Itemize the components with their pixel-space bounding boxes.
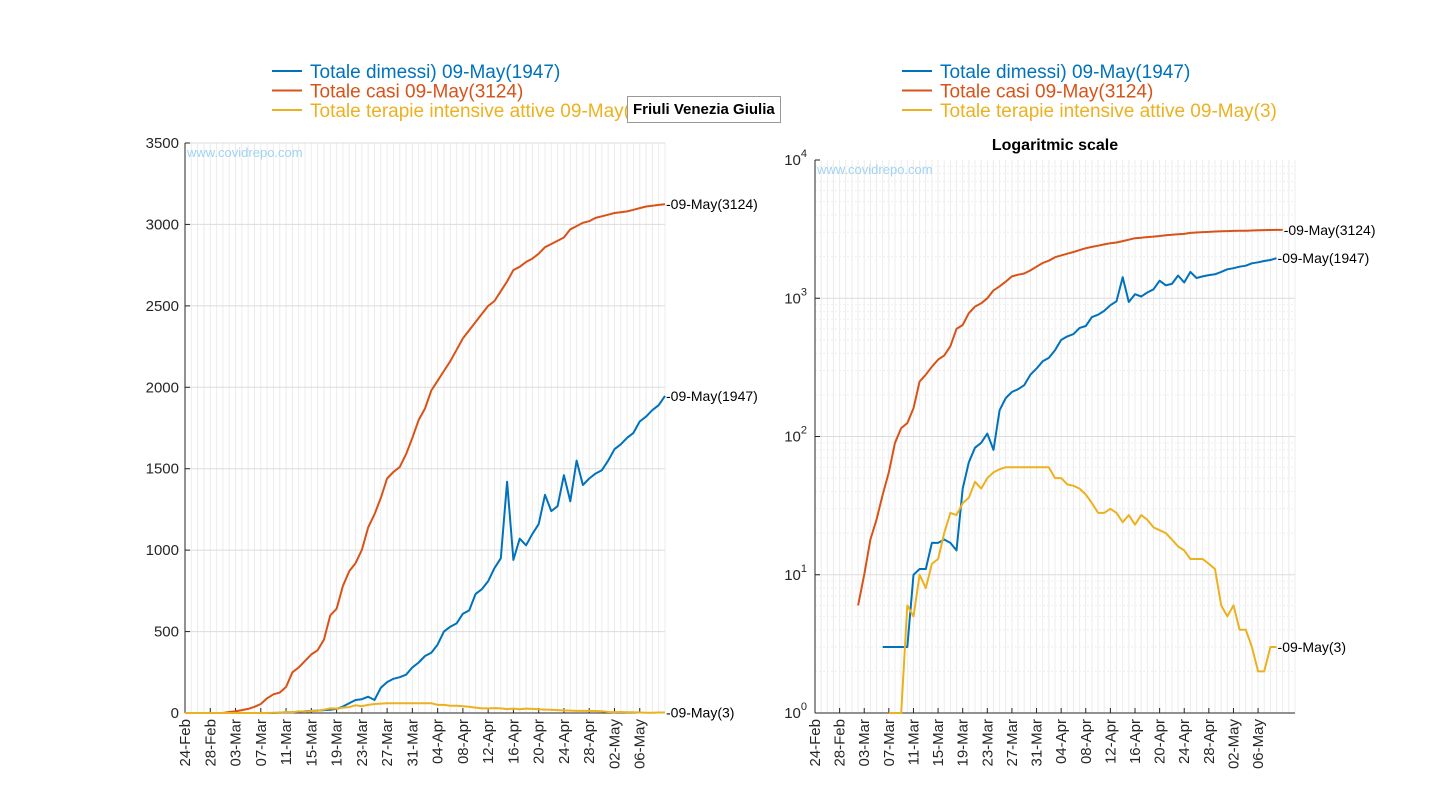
watermark: www.covidrepo.com <box>186 145 303 160</box>
x-tick-label: 04-Apr <box>430 719 447 764</box>
y-tick-label: 500 <box>154 624 179 641</box>
x-tick-label: 15-Mar <box>930 719 947 767</box>
x-tick-label: 03-Mar <box>856 719 873 767</box>
y-tick-label: 100 <box>784 701 807 722</box>
x-tick-label: 27-Mar <box>379 719 396 767</box>
legend-label: Totale dimessi) 09-May(1947) <box>310 62 560 83</box>
x-tick-label: 08-Apr <box>455 719 472 764</box>
y-tick-label: 104 <box>784 148 807 169</box>
end-label: -09-May(3) <box>1278 639 1346 655</box>
x-tick-label: 03-Mar <box>228 719 245 767</box>
y-tick-label: 0 <box>171 705 179 722</box>
end-label: -09-May(1947) <box>1278 250 1370 266</box>
linear-chart-legend: Totale dimessi) 09-May(1947)Totale casi … <box>272 62 647 122</box>
legend-label: Totale casi 09-May(3124) <box>310 82 523 103</box>
end-label: -09-May(3) <box>666 705 734 721</box>
x-tick-label: 06-May <box>1250 719 1267 770</box>
x-tick-label: 23-Mar <box>979 719 996 767</box>
x-tick-label: 19-Mar <box>329 719 346 767</box>
series-line-1 <box>185 203 666 714</box>
grid <box>814 160 1296 714</box>
x-tick-label: 16-Apr <box>1127 719 1144 764</box>
grid <box>184 142 666 714</box>
x-tick-label: 27-Mar <box>1004 719 1021 767</box>
y-tick-label: 1500 <box>146 461 179 478</box>
y-tick-label: 1000 <box>146 542 179 559</box>
end-label: -09-May(3124) <box>666 196 758 212</box>
end-label: -09-May(3124) <box>1284 222 1376 238</box>
figure-suptitle: Friuli Venezia Giulia <box>627 96 781 123</box>
x-tick-label: 11-Mar <box>278 719 295 765</box>
legend-label: Totale dimessi) 09-May(1947) <box>940 62 1190 83</box>
chart-title: Logaritmic scale <box>992 137 1118 154</box>
series-line-0 <box>882 257 1277 648</box>
x-tick-label: 02-May <box>1225 719 1242 770</box>
x-tick-label: 24-Feb <box>177 719 194 767</box>
y-tick-label: 102 <box>784 425 807 446</box>
linear-chart-axes: 0 500 1000 1500 2000 2500 3000 3500 24-Feb 28-Feb… <box>146 135 758 769</box>
x-tick-label: 28-Apr <box>1201 719 1218 764</box>
x-tick-label: 24-Apr <box>556 719 573 764</box>
x-tick-label: 07-Mar <box>881 719 898 767</box>
y-tick-label: 103 <box>784 286 807 307</box>
x-tick-label: 04-Apr <box>1053 719 1070 764</box>
x-tick-label: 28-Feb <box>832 719 849 767</box>
x-tick-label: 12-Apr <box>1102 719 1119 764</box>
legend-label: Totale casi 09-May(3124) <box>940 82 1153 103</box>
end-label: -09-May(1947) <box>666 388 758 404</box>
x-tick-label: 20-Apr <box>531 719 548 764</box>
y-tick-label: 2000 <box>146 379 179 396</box>
x-tick-label: 08-Apr <box>1078 719 1095 764</box>
x-tick-label: 31-Mar <box>404 719 421 767</box>
legend-label: Totale terapie intensive attive 09-May(3… <box>310 101 647 122</box>
y-tick-label: 2500 <box>146 298 179 315</box>
x-tick-label: 07-Mar <box>253 719 270 767</box>
x-tick-label: 24-Feb <box>807 719 824 767</box>
x-tick-label: 19-Mar <box>955 719 972 767</box>
x-tick-label: 28-Apr <box>581 719 598 764</box>
x-tick-label: 06-May <box>632 719 649 770</box>
x-tick-label: 23-Mar <box>354 719 371 767</box>
x-tick-label: 11-Mar <box>905 719 922 765</box>
x-tick-label: 31-Mar <box>1029 719 1046 767</box>
y-tick-label: 3000 <box>146 216 179 233</box>
x-tick-label: 02-May <box>606 719 623 770</box>
y-tick-label: 3500 <box>146 135 179 152</box>
x-tick-label: 15-Mar <box>303 719 320 767</box>
series-line-1 <box>857 228 1283 606</box>
x-tick-label: 24-Apr <box>1176 719 1193 764</box>
x-tick-label: 20-Apr <box>1152 719 1169 764</box>
log-chart-legend: Totale dimessi) 09-May(1947)Totale casi … <box>902 62 1277 122</box>
watermark: www.covidrepo.com <box>816 162 933 177</box>
log-chart-axes: 100 101 102 103 104 24-Feb 28-Feb 03-Mar 07-Mar 1… <box>784 137 1375 769</box>
x-tick-label: 16-Apr <box>505 719 522 764</box>
series-line-2 <box>888 466 1277 714</box>
y-tick-label: 101 <box>784 563 807 584</box>
x-tick-label: 28-Feb <box>202 719 219 767</box>
x-tick-label: 12-Apr <box>480 719 497 764</box>
legend-label: Totale terapie intensive attive 09-May(3… <box>940 101 1277 122</box>
series-line-2 <box>185 702 665 714</box>
